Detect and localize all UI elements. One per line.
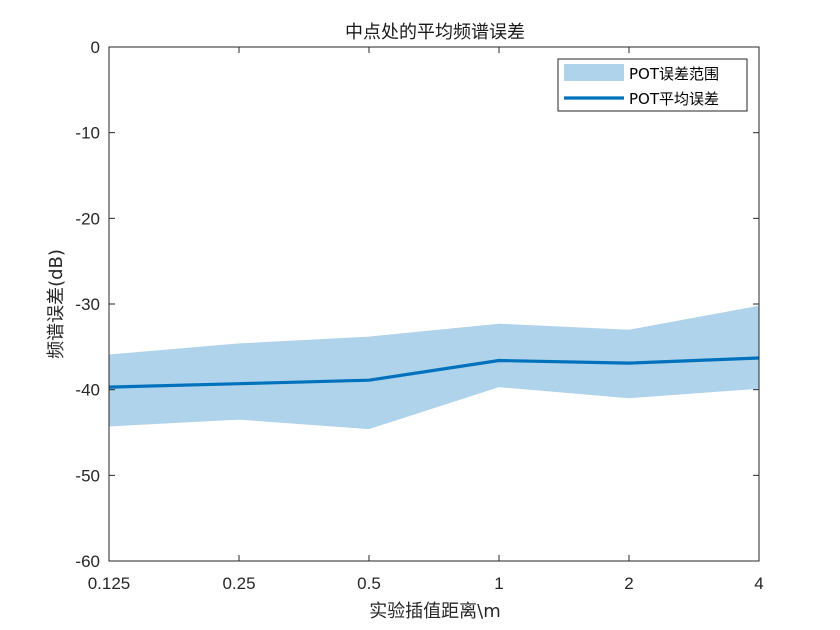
y-axis-label: 频谱误差(dB) [46, 249, 67, 359]
y-tick-label: -30 [75, 295, 100, 314]
x-tick-label: 0.125 [88, 574, 131, 593]
x-axis: 0.125 0.25 0.5 1 2 4 [88, 47, 764, 593]
y-tick-label: -60 [75, 552, 100, 571]
y-tick-label: -40 [75, 381, 100, 400]
y-tick-label: -20 [75, 209, 100, 228]
legend-band-swatch [564, 64, 624, 81]
y-tick-label: 0 [91, 38, 100, 57]
legend-line-label: POT平均误差 [629, 90, 719, 108]
legend: POT误差范围 POT平均误差 [557, 58, 748, 112]
x-tick-label: 0.5 [357, 574, 381, 593]
plot-area [108, 305, 760, 430]
error-band [109, 305, 759, 430]
mean-line [108, 356, 760, 389]
x-tick-label: 4 [754, 574, 763, 593]
x-tick-label: 1 [494, 574, 503, 593]
axes-frame [108, 46, 760, 562]
x-axis-label: 实验插值距离\m [369, 601, 501, 622]
y-axis: 0 -10 -20 -30 -40 -50 -60 [75, 38, 759, 571]
x-tick-label: 2 [624, 574, 633, 593]
y-tick-label: -50 [75, 466, 100, 485]
chart-title: 中点处的平均频谱误差 [345, 22, 525, 43]
legend-band-label: POT误差范围 [629, 65, 719, 83]
y-tick-label: -10 [75, 124, 100, 143]
x-tick-label: 0.25 [222, 574, 255, 593]
